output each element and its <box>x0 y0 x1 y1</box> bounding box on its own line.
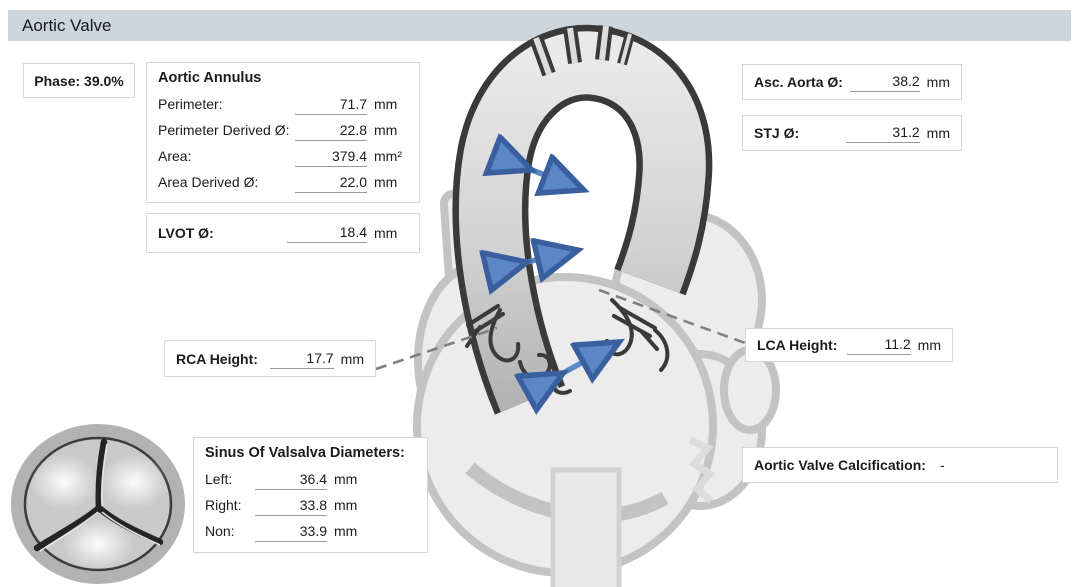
phase-label: Phase: 39.0% <box>34 72 124 89</box>
aortic-annulus-box: Aortic Annulus Perimeter: 71.7 mm Perime… <box>146 62 420 203</box>
measurement-row: Perimeter: 71.7 mm <box>158 91 408 117</box>
sinus-right-value[interactable]: 33.8 <box>255 496 327 516</box>
area-derived-value[interactable]: 22.0 <box>295 173 367 193</box>
aortic-annulus-title: Aortic Annulus <box>158 70 262 86</box>
lvot-box: LVOT Ø: 18.4 mm <box>146 213 420 253</box>
measurement-row: Perimeter Derived Ø: 22.8 mm <box>158 117 408 143</box>
sinus-left-value[interactable]: 36.4 <box>255 470 327 490</box>
rca-dashed-line <box>375 326 498 371</box>
measurement-row: Non: 33.9 mm <box>205 518 416 544</box>
valve-commissures <box>33 438 164 552</box>
arch-branches <box>529 25 635 77</box>
annulus-arrow <box>556 346 612 377</box>
asc-aorta-arrow <box>524 167 576 187</box>
sinus-non-value[interactable]: 33.9 <box>255 522 327 542</box>
lvot-value[interactable]: 18.4 <box>287 223 367 243</box>
measurement-row: Right: 33.8 mm <box>205 492 416 518</box>
lca-dashed-line <box>598 288 749 346</box>
stj-box: STJ Ø: 31.2 mm <box>742 115 962 151</box>
perimeter-derived-value[interactable]: 22.8 <box>295 121 367 141</box>
sinus-of-valsalva-box: Sinus Of Valsalva Diameters: Left: 36.4 … <box>193 437 428 553</box>
lca-height-box: LCA Height: 11.2 mm <box>745 328 953 362</box>
valve-cross-section <box>11 424 185 584</box>
page-title: Aortic Valve <box>22 15 112 35</box>
sinus-title: Sinus Of Valsalva Diameters: <box>205 445 405 461</box>
measurement-row: Area: 379.4 mm² <box>158 143 408 169</box>
calcification-box: Aortic Valve Calcification: - <box>742 447 1058 483</box>
lca-height-value[interactable]: 11.2 <box>846 335 911 355</box>
rca-height-value[interactable]: 17.7 <box>269 349 334 369</box>
measurement-row: Area Derived Ø: 22.0 mm <box>158 169 408 195</box>
asc-aorta-value[interactable]: 38.2 <box>849 72 920 92</box>
perimeter-value[interactable]: 71.7 <box>295 95 367 115</box>
stj-value[interactable]: 31.2 <box>845 123 920 143</box>
calcification-value[interactable]: - <box>939 457 945 473</box>
measurement-row: Left: 36.4 mm <box>205 466 416 492</box>
area-value[interactable]: 379.4 <box>295 147 367 167</box>
rca-height-box: RCA Height: 17.7 mm <box>164 340 376 377</box>
phase-box: Phase: 39.0% <box>23 63 135 98</box>
asc-aorta-box: Asc. Aorta Ø: 38.2 mm <box>742 64 962 100</box>
stj-arrow <box>519 252 570 264</box>
